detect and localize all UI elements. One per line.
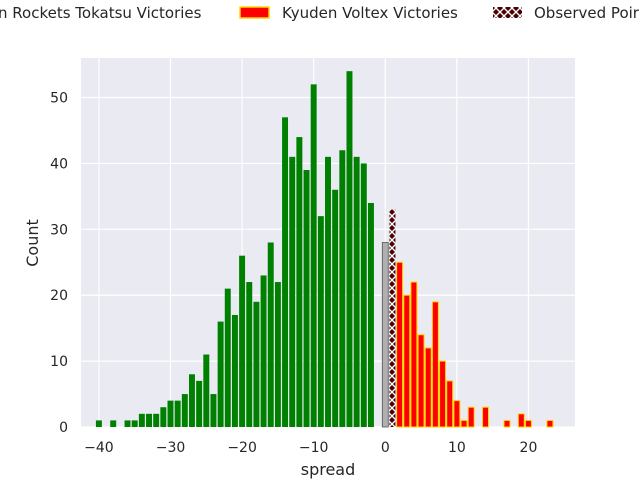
bar-tokatsu-victories <box>289 156 296 427</box>
legend-label-observed: Observed Poir <box>534 4 640 22</box>
bar-tokatsu-victories <box>353 156 360 427</box>
bar-tokatsu-victories <box>317 216 324 427</box>
bar-tokatsu-victories <box>167 400 174 427</box>
bar-kyuden-voltex-victories <box>517 413 525 428</box>
y-tick-label: 0 <box>59 420 68 436</box>
bar-tokatsu-victories <box>267 242 274 427</box>
y-tick-label: 30 <box>50 222 68 238</box>
bar-tokatsu-victories <box>181 394 188 427</box>
legend-label-tokatsu: n Rockets Tokatsu Victories <box>0 4 202 22</box>
bar-tokatsu-victories <box>303 170 310 427</box>
bar-tokatsu-victories <box>367 202 374 427</box>
bar-tokatsu-victories <box>325 156 331 427</box>
bar-kyuden-voltex-victories <box>467 406 475 428</box>
bar-tokatsu-victories <box>260 275 267 427</box>
bar-tokatsu-victories <box>146 413 152 427</box>
bar-kyuden-voltex-victories <box>431 301 439 428</box>
bar-tokatsu-victories <box>224 288 231 427</box>
bar-tokatsu-victories <box>296 137 303 428</box>
bar-tokatsu-victories <box>95 420 102 427</box>
bar-tokatsu-victories <box>196 380 203 427</box>
legend-swatch-voltex <box>239 6 270 19</box>
bar-tokatsu-victories <box>124 420 131 427</box>
bar-kyuden-voltex-victories <box>410 281 418 428</box>
bar-kyuden-voltex-victories <box>424 347 432 428</box>
bar-kyuden-voltex-victories <box>453 400 461 428</box>
y-tick-labels: 0 10 20 30 40 50 <box>50 91 68 436</box>
x-tick-labels: −40 −30 −20 −10 0 10 20 <box>84 440 537 456</box>
bar-kyuden-voltex-victories <box>403 294 411 428</box>
bar-tokatsu-victories <box>310 84 317 427</box>
bar-tokatsu-victories <box>332 189 339 427</box>
legend-swatch-observed <box>493 7 522 18</box>
bar-tokatsu-victories <box>346 71 353 427</box>
y-tick-label: 20 <box>50 288 68 304</box>
bar-tokatsu-victories <box>282 117 289 427</box>
x-tick-label: −20 <box>227 440 257 456</box>
bar-tokatsu-victories <box>131 420 138 427</box>
bar-kyuden-voltex-victories <box>417 334 425 428</box>
bar-kyuden-voltex-victories <box>503 419 511 428</box>
x-tick-label: −10 <box>299 440 329 456</box>
bar-tokatsu-victories <box>160 407 167 427</box>
y-axis-label: Count <box>23 219 42 267</box>
y-tick-label: 10 <box>50 354 68 370</box>
bar-tokatsu-victories <box>138 413 145 427</box>
bar-tokatsu-victories <box>274 282 281 427</box>
bar-kyuden-voltex-victories <box>524 419 532 428</box>
x-tick-label: −40 <box>84 440 114 456</box>
bar-tokatsu-victories <box>203 354 210 427</box>
bar-kyuden-voltex-victories <box>396 261 404 428</box>
legend: n Rockets Tokatsu Victories Kyuden Volte… <box>0 4 640 22</box>
bar-observed-points <box>389 209 396 427</box>
bar-tokatsu-victories <box>246 282 253 427</box>
bar-tie <box>381 242 389 428</box>
x-tick-label: 10 <box>448 440 466 456</box>
x-axis-label: spread <box>301 460 356 479</box>
bar-kyuden-voltex-victories <box>546 419 554 428</box>
bar-kyuden-voltex-victories <box>446 380 454 428</box>
bar-tokatsu-victories <box>188 374 195 427</box>
bar-tokatsu-victories <box>174 400 181 427</box>
bar-tokatsu-victories <box>231 314 238 427</box>
bar-tokatsu-victories <box>210 394 217 427</box>
x-tick-label: 0 <box>381 440 390 456</box>
y-tick-label: 40 <box>50 156 68 172</box>
bar-tokatsu-victories <box>253 301 260 427</box>
x-tick-label: −30 <box>156 440 186 456</box>
bar-tokatsu-victories <box>217 321 224 427</box>
bar-tokatsu-victories <box>239 255 246 427</box>
bars <box>95 71 554 428</box>
bar-kyuden-voltex-victories <box>439 360 447 428</box>
bar-tokatsu-victories <box>110 420 117 427</box>
bar-kyuden-voltex-victories <box>482 406 489 428</box>
bar-tokatsu-victories <box>339 150 346 427</box>
bar-tokatsu-victories <box>360 163 367 427</box>
y-tick-label: 50 <box>50 91 68 107</box>
bar-kyuden-voltex-victories <box>460 419 468 428</box>
legend-label-voltex: Kyuden Voltex Victories <box>282 4 458 22</box>
bar-tokatsu-victories <box>153 413 160 427</box>
x-tick-label: 20 <box>520 440 538 456</box>
